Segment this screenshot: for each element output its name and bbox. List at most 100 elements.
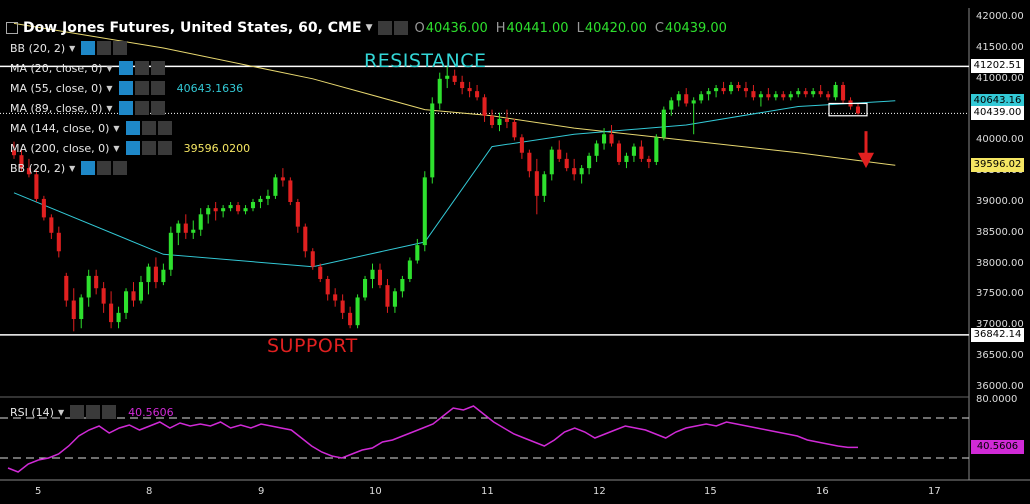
candle-body (303, 226, 308, 252)
candle-body (661, 109, 666, 138)
candle-body (146, 266, 151, 283)
candle-body (392, 291, 397, 307)
candle-body (736, 84, 741, 89)
candle-body (348, 312, 353, 326)
indicator-value: 39596.0200 (183, 141, 251, 155)
chevron-down-icon[interactable]: ▼ (106, 83, 113, 93)
candle-body (460, 81, 465, 89)
candle-body (370, 269, 375, 279)
rsi-line (7, 405, 858, 473)
candle-body (183, 223, 188, 233)
candle-body (168, 232, 173, 270)
indicator-toolbar[interactable] (118, 81, 165, 95)
candle-body (519, 137, 524, 153)
rsi-label[interactable]: RSI (14) (10, 405, 54, 419)
candle-body (572, 168, 577, 175)
candle-body (587, 155, 592, 169)
indicator-label[interactable]: MA (144, close, 0) (10, 121, 110, 135)
candle-body (818, 91, 823, 95)
candle-body (377, 269, 383, 286)
candle-body (803, 91, 808, 95)
indicator-row: MA (89, close, 0) ▼ (10, 100, 171, 116)
candle-body (64, 275, 69, 301)
candle-body (138, 282, 144, 301)
candle-body (676, 94, 681, 101)
candle-body (437, 78, 442, 104)
chevron-down-icon[interactable]: ▼ (69, 43, 76, 53)
candle-body (594, 143, 599, 156)
indicator-label[interactable]: BB (20, 2) (10, 161, 66, 175)
chevron-down-icon[interactable]: ▼ (113, 123, 120, 133)
ohlc-close: C40439.00 (654, 20, 727, 36)
y-tick-label: 39000.00 (976, 196, 1024, 207)
y-tick-label: 40000.00 (976, 134, 1024, 146)
candle-body (766, 94, 771, 98)
candle-body (811, 91, 816, 95)
x-tick-label: 9 (258, 486, 265, 497)
candle-body (691, 100, 696, 104)
indicator-toolbar[interactable] (81, 161, 128, 175)
indicator-label[interactable]: MA (200, close, 0) (10, 141, 110, 155)
indicator-toolbar[interactable] (81, 41, 128, 55)
candle-body (773, 94, 778, 98)
rsi-toolbar[interactable] (70, 405, 117, 419)
candle-body (176, 223, 181, 233)
indicator-row: MA (20, close, 0) ▼ (10, 60, 171, 76)
chevron-down-icon[interactable]: ▼ (106, 63, 113, 73)
candle-body (355, 297, 360, 326)
collapse-icon[interactable] (6, 22, 18, 34)
candle-body (79, 297, 84, 320)
candle-body (527, 152, 532, 172)
chevron-down-icon[interactable]: ▼ (106, 103, 113, 113)
down-arrow-head (858, 152, 874, 169)
candle-body (788, 94, 793, 98)
candle-body (624, 155, 629, 162)
indicator-row: MA (55, close, 0) ▼ 40643.1636 (10, 80, 243, 96)
indicator-label[interactable]: BB (20, 2) (10, 41, 66, 55)
candle-body (101, 288, 106, 304)
y-tick-label: 36000.00 (976, 380, 1024, 392)
candle-body (407, 260, 412, 279)
candle-body (639, 146, 644, 159)
y-tick-label: 41500.00 (976, 42, 1024, 54)
indicator-toolbar[interactable] (125, 121, 172, 135)
indicator-label[interactable]: MA (89, close, 0) (10, 101, 103, 115)
chevron-down-icon[interactable]: ▼ (57, 407, 65, 417)
indicator-toolbar[interactable] (118, 101, 165, 115)
candle-body (325, 278, 330, 295)
ma55-line (13, 100, 896, 268)
candle-body (363, 278, 368, 298)
price-tag: 39596.02 (971, 158, 1024, 173)
candle-body (602, 134, 607, 144)
chevron-down-icon[interactable]: ▼ (69, 163, 76, 173)
indicator-toolbar[interactable] (118, 61, 165, 75)
candle-body (26, 168, 31, 175)
candle-body (86, 275, 91, 298)
candle-body (221, 208, 226, 212)
header-toolbar[interactable] (378, 21, 409, 35)
candle-body (191, 229, 196, 233)
candle-body (534, 171, 539, 196)
candle-body (841, 84, 846, 101)
indicator-toolbar[interactable] (125, 141, 172, 155)
chevron-down-icon[interactable]: ▼ (365, 23, 373, 33)
candle-body (318, 266, 323, 279)
x-tick-label: 10 (369, 486, 382, 497)
price-tag: 36842.14 (971, 327, 1024, 342)
chevron-down-icon[interactable]: ▼ (113, 143, 120, 153)
candle-body (699, 94, 704, 101)
candle-body (34, 174, 39, 199)
candle-body (280, 177, 285, 181)
price-tag: 40439.00 (971, 106, 1024, 121)
rsi-value: 40.5606 (128, 405, 174, 419)
chart-title[interactable]: Dow Jones Futures, United States, 60, CM… (23, 20, 362, 36)
indicator-label[interactable]: MA (55, close, 0) (10, 81, 103, 95)
candle-body (310, 251, 315, 267)
indicator-label[interactable]: MA (20, close, 0) (10, 61, 103, 75)
candle-body (340, 300, 345, 313)
candle-body (153, 266, 158, 283)
candle-body (430, 103, 435, 178)
candle-body (415, 245, 420, 261)
candle-body (273, 177, 278, 196)
